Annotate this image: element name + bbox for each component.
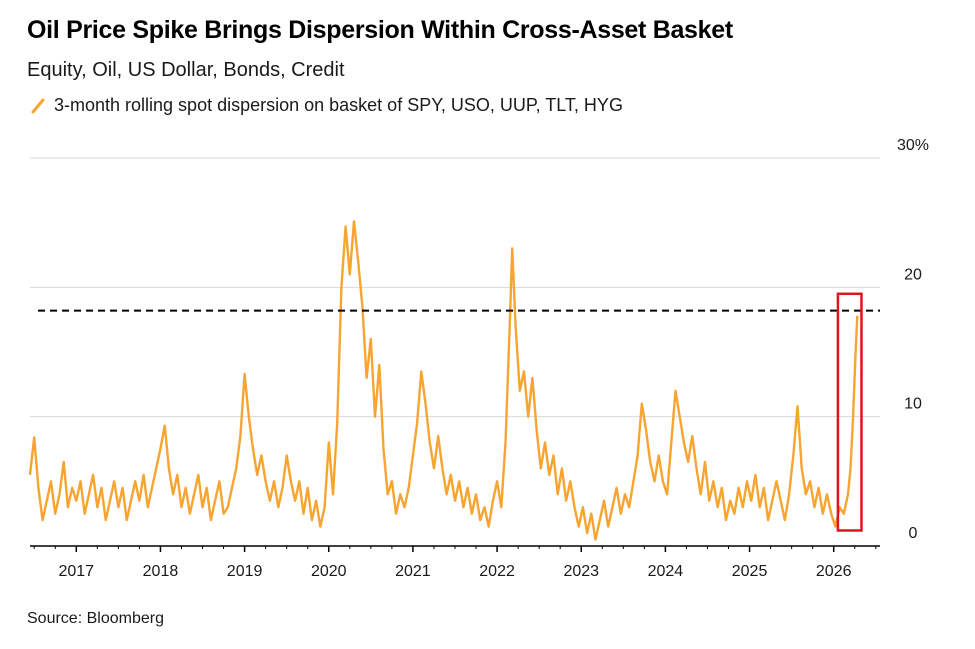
x-tick-label: 2017 (58, 563, 94, 580)
x-tick-label: 2025 (732, 563, 768, 580)
source-note: Source: Bloomberg (27, 610, 164, 627)
chart-subtitle: Equity, Oil, US Dollar, Bonds, Credit (27, 59, 345, 81)
chart-title: Oil Price Spike Brings Dispersion Within… (27, 16, 733, 44)
y-tick-label: 0 (909, 525, 918, 542)
y-tick-label: 10 (904, 396, 922, 413)
x-tick-label: 2026 (816, 563, 852, 580)
x-tick-label: 2022 (479, 563, 515, 580)
y-tick-label: 20 (904, 266, 922, 283)
x-tick-label: 2021 (395, 563, 431, 580)
series-line-0 (28, 220, 859, 541)
legend: 3-month rolling spot dispersion on baske… (30, 95, 623, 116)
x-tick-label: 2020 (311, 563, 347, 580)
x-tick-label: 2024 (648, 563, 684, 580)
x-tick-label: 2019 (227, 563, 263, 580)
x-tick-label: 2023 (563, 563, 599, 580)
legend-swatch (31, 98, 45, 113)
y-tick-label: 30% (897, 137, 929, 154)
x-tick-label: 2018 (143, 563, 179, 580)
highlight-box (836, 292, 863, 532)
legend-label: 3-month rolling spot dispersion on baske… (54, 95, 623, 115)
